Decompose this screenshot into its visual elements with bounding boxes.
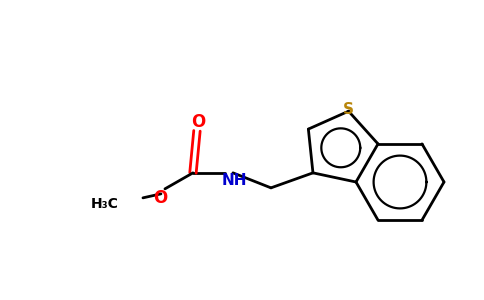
Text: H₃C: H₃C — [91, 197, 119, 211]
Text: O: O — [191, 113, 205, 131]
Text: NH: NH — [221, 173, 247, 188]
Text: S: S — [343, 102, 354, 117]
Text: O: O — [153, 189, 167, 207]
